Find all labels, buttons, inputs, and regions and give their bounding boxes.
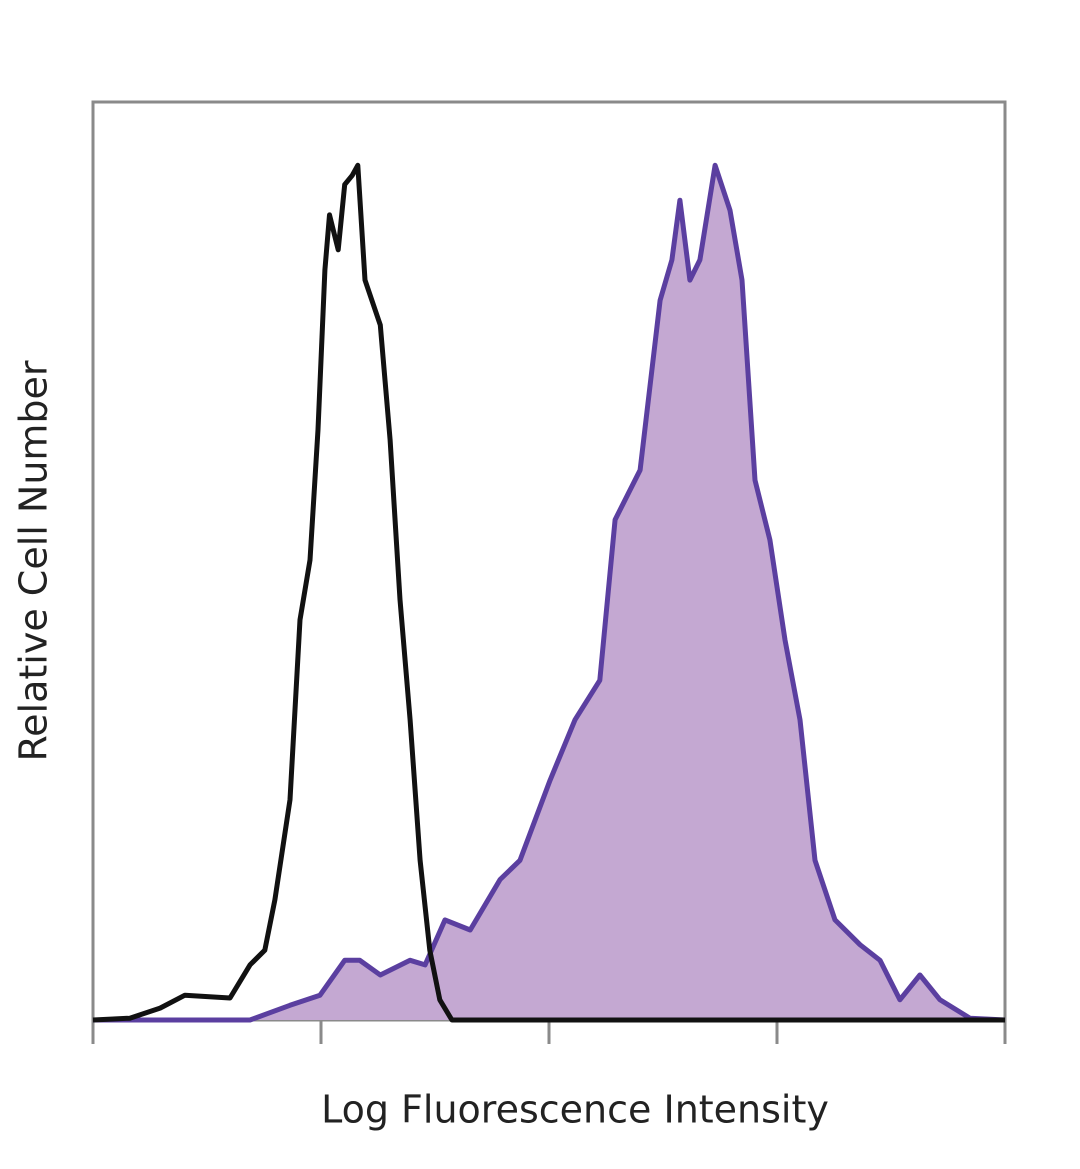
x-axis-label: Log Fluorescence Intensity — [321, 1088, 829, 1132]
area-fill — [93, 165, 1005, 1021]
histogram-line — [92, 162, 1005, 1023]
histogram-line — [93, 162, 1006, 1023]
y-axis-label: Relative Cell Number — [12, 360, 56, 761]
